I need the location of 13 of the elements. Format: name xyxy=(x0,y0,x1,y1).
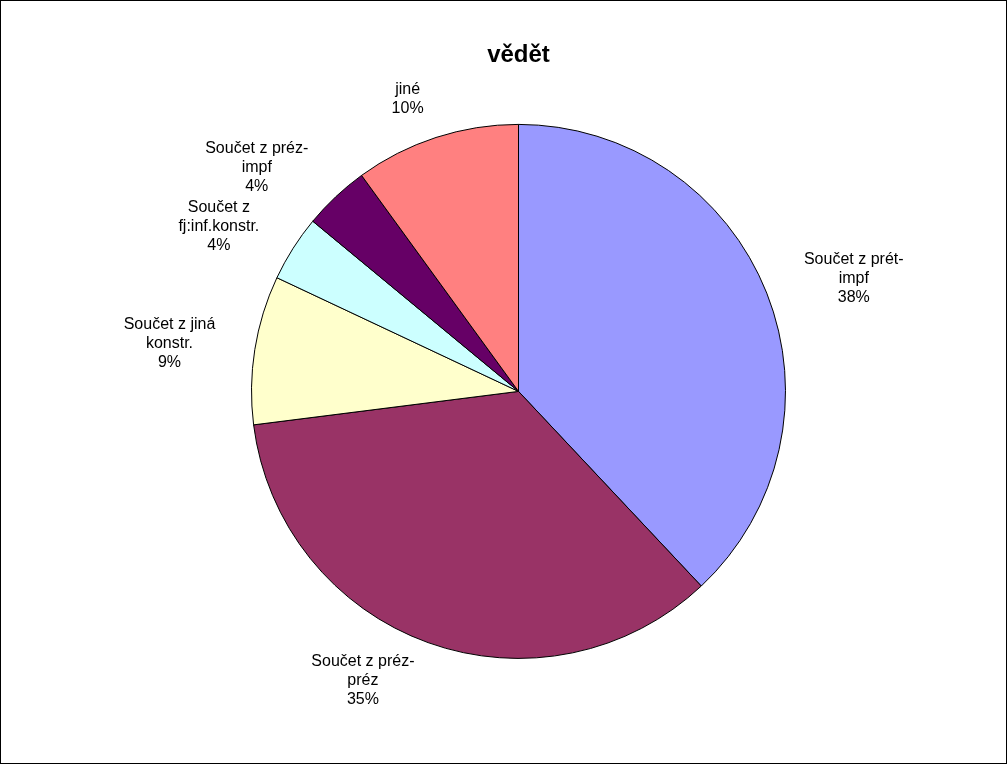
slice-label: jiné xyxy=(394,80,421,98)
slice-label: Součet z préz- impf xyxy=(205,139,309,176)
slice-label: Součet z fj:inf.konstr. xyxy=(178,198,260,235)
slice-label: Součet z jiná konstr. xyxy=(123,314,216,351)
data-label: 4% xyxy=(207,236,231,254)
data-label: 38% xyxy=(837,287,870,305)
chart-title: vědět xyxy=(487,40,550,68)
data-label: 35% xyxy=(346,689,379,707)
slice-label: Součet z prét- impf xyxy=(803,249,904,286)
data-label: 9% xyxy=(157,352,182,370)
data-label: 10% xyxy=(391,99,424,117)
data-label: 4% xyxy=(245,177,269,195)
slice-label: Součet z préz- préz xyxy=(311,651,415,688)
